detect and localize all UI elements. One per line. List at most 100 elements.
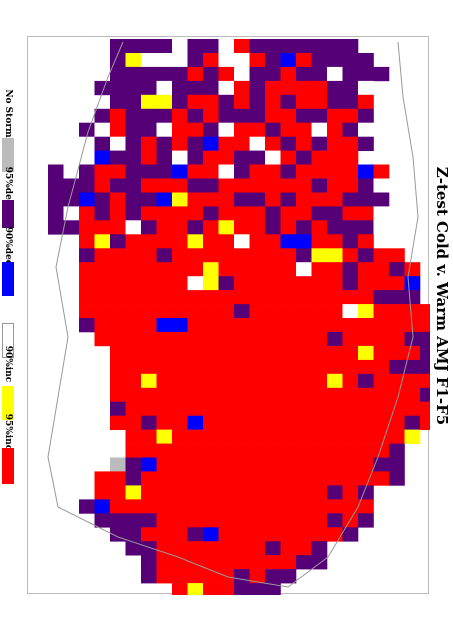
grid-cell (265, 527, 281, 542)
grid-cell (172, 499, 188, 514)
grid-cell (311, 541, 328, 556)
grid-cell (94, 220, 111, 235)
grid-cell (296, 401, 312, 416)
grid-cell (280, 290, 297, 305)
grid-cell (280, 304, 297, 319)
grid-cell (311, 471, 328, 486)
grid-cell (358, 457, 374, 472)
grid-cell (156, 429, 173, 444)
grid-cell (249, 122, 266, 137)
grid-cell (342, 53, 359, 68)
grid-cell (373, 401, 390, 416)
grid-cell (203, 136, 219, 151)
grid-cell (234, 373, 250, 389)
grid-cell (156, 373, 173, 389)
grid-cell (358, 443, 374, 458)
grid-cell (327, 429, 343, 444)
grid-cell (141, 318, 157, 333)
grid-cell (203, 290, 219, 305)
grid-cell (280, 192, 297, 207)
grid-cell (327, 164, 343, 179)
grid-cell (296, 429, 312, 444)
map-grid (47, 39, 430, 595)
grid-cell (296, 276, 312, 291)
grid-cell (172, 39, 188, 54)
grid-cell (420, 331, 430, 347)
grid-cell (265, 429, 281, 444)
grid-cell (389, 387, 405, 403)
grid-cell (280, 373, 297, 389)
grid-cell (141, 248, 157, 263)
grid-cell (342, 136, 359, 151)
grid-cell (358, 373, 374, 389)
grid-cell (187, 220, 204, 235)
grid-cell (373, 359, 390, 375)
grid-cell (172, 401, 188, 416)
grid-cell (249, 541, 266, 556)
grid-cell (234, 192, 250, 207)
grid-cell (125, 192, 142, 207)
grid-cell (203, 80, 219, 96)
grid-cell (156, 66, 173, 82)
grid-cell (203, 359, 219, 375)
grid-cell (48, 220, 64, 235)
grid-cell (187, 304, 204, 319)
grid-cell (79, 192, 95, 207)
grid-cell (141, 429, 157, 444)
grid-cell (172, 569, 188, 584)
grid-cell (265, 276, 281, 291)
grid-cell (156, 555, 173, 570)
grid-cell (280, 53, 297, 68)
grid-cell (404, 290, 421, 305)
grid-cell (156, 39, 173, 54)
grid-cell (156, 318, 173, 333)
grid-cell (373, 164, 390, 179)
grid-cell (234, 262, 250, 277)
grid-cell (311, 485, 328, 500)
grid-cell (280, 499, 297, 514)
grid-cell (125, 122, 142, 137)
grid-cell (249, 234, 266, 249)
grid-cell (327, 457, 343, 472)
grid-cell (404, 359, 421, 375)
grid-cell (358, 164, 374, 179)
grid-cell (94, 206, 111, 221)
grid-cell (172, 108, 188, 124)
grid-cell (249, 192, 266, 207)
grid-cell (234, 164, 250, 179)
grid-cell (311, 136, 328, 151)
grid-cell (327, 513, 343, 528)
grid-cell (187, 415, 204, 430)
grid-cell (296, 345, 312, 361)
grid-cell (311, 429, 328, 444)
grid-cell (296, 53, 312, 68)
grid-cell (234, 387, 250, 403)
grid-cell (94, 318, 111, 333)
grid-cell (79, 304, 95, 319)
grid-cell (110, 359, 126, 375)
grid-cell (187, 276, 204, 291)
grid-cell (110, 485, 126, 500)
legend-swatch-no-storms (2, 138, 14, 172)
grid-cell (187, 53, 204, 68)
grid-cell (203, 415, 219, 430)
grid-cell (311, 192, 328, 207)
grid-cell (327, 318, 343, 333)
grid-cell (187, 387, 204, 403)
grid-cell (156, 290, 173, 305)
grid-cell (203, 331, 219, 347)
grid-cell (110, 206, 126, 221)
grid-cell (172, 53, 188, 68)
grid-cell (342, 290, 359, 305)
grid-cell (280, 318, 297, 333)
grid-cell (141, 220, 157, 235)
grid-cell (110, 108, 126, 124)
grid-cell (265, 136, 281, 151)
grid-cell (172, 304, 188, 319)
grid-cell (48, 178, 64, 193)
grid-cell (265, 94, 281, 110)
grid-cell (187, 248, 204, 263)
grid-cell (280, 234, 297, 249)
grid-cell (125, 220, 142, 235)
grid-cell (389, 401, 405, 416)
